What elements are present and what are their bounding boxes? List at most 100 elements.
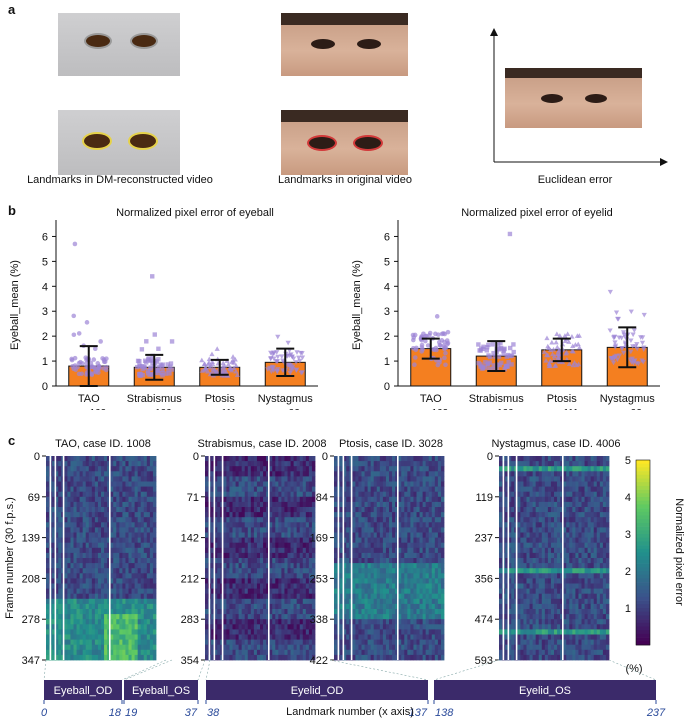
heatmap-cell — [235, 481, 240, 487]
y-tick-label: 6 — [384, 231, 390, 243]
heatmap-cell — [361, 614, 365, 620]
heatmap-cell — [140, 568, 145, 574]
heatmap-cell — [119, 644, 123, 651]
heatmap-cell — [290, 629, 295, 635]
heatmap-cell — [244, 466, 249, 472]
heatmap-cell — [64, 644, 68, 651]
heatmap-cell — [260, 517, 264, 523]
heatmap-cell — [91, 573, 96, 579]
heatmap-cell — [217, 496, 221, 503]
heatmap-cell — [253, 639, 258, 646]
heatmap-cell — [238, 496, 243, 503]
heatmap-cell — [379, 573, 384, 579]
heatmap-cell — [392, 512, 396, 518]
heatmap-cell — [64, 527, 68, 533]
heatmap-cell — [367, 471, 372, 477]
heatmap-cell — [302, 486, 307, 493]
data-point — [506, 360, 511, 365]
heatmap-cell — [398, 517, 402, 523]
heatmap-cell — [340, 563, 344, 569]
heatmap-cell — [263, 537, 267, 544]
heatmap-cell — [269, 629, 273, 635]
heatmap-cell — [82, 609, 87, 615]
heatmap-cell — [253, 583, 258, 589]
heatmap-cell — [385, 501, 390, 508]
heatmap-cell — [73, 603, 77, 610]
heatmap-cell — [149, 588, 154, 595]
heatmap-cell — [94, 481, 99, 487]
heatmap-cell — [238, 466, 243, 472]
heatmap-cell — [355, 496, 359, 503]
heatmap-cell — [226, 654, 230, 661]
heatmap-cell — [64, 603, 68, 610]
heatmap-cell — [358, 491, 362, 498]
heatmap-cell — [64, 654, 68, 661]
data-point — [572, 342, 579, 347]
heatmap-cell — [305, 471, 310, 477]
heatmap-cell — [296, 476, 301, 482]
heatmap-cell — [217, 527, 221, 533]
heatmap-cell — [137, 603, 142, 610]
heatmap-cell — [434, 624, 439, 630]
heatmap-cell — [82, 573, 87, 579]
heatmap-cell — [229, 507, 233, 513]
heatmap-cell — [302, 476, 307, 482]
heatmap-cell — [272, 486, 276, 493]
heatmap-cell — [116, 507, 120, 513]
heatmap-cell — [119, 471, 123, 477]
heatmap-cell — [370, 542, 375, 549]
heatmap-cell — [250, 456, 255, 462]
heatmap-cell — [247, 507, 252, 513]
heatmap-cell — [140, 573, 145, 579]
heatmap-cell — [110, 654, 114, 661]
heatmap-cell — [440, 619, 445, 625]
heatmap-cell — [376, 603, 381, 610]
heatmap-cell — [244, 598, 249, 605]
heatmap-cell — [97, 466, 102, 472]
heatmap-cell — [217, 522, 221, 528]
heatmap-cell — [440, 491, 445, 498]
heatmap-cell — [76, 527, 81, 533]
heatmap-cell — [238, 512, 243, 518]
heatmap-cell — [55, 471, 59, 477]
heatmap-cell — [434, 552, 439, 559]
heatmap-cell — [272, 476, 276, 482]
heatmap-cell — [110, 496, 114, 503]
heatmap-cell — [104, 654, 108, 661]
heatmap-cell — [146, 654, 151, 661]
heatmap-cell — [376, 619, 381, 625]
heatmap-cell — [401, 588, 405, 595]
heatmap-cell — [305, 593, 310, 600]
heatmap-cell — [88, 496, 93, 503]
heatmap-cell — [395, 614, 399, 620]
heatmap-cell — [355, 466, 359, 472]
heatmap-cell — [398, 568, 402, 574]
data-point — [507, 231, 513, 237]
heatmap-cell — [46, 547, 50, 554]
heatmap-cell — [419, 481, 424, 487]
heatmap-cell — [434, 629, 439, 635]
heatmap-cell — [305, 466, 310, 472]
heatmap-cell — [367, 456, 372, 462]
heatmap-cell — [305, 634, 310, 640]
heatmap-cell — [149, 573, 154, 579]
heatmap-cell — [302, 639, 307, 646]
heatmap-cell — [235, 573, 240, 579]
heatmap-cell — [131, 649, 136, 656]
heatmap-cell — [205, 517, 209, 523]
heatmap-cell — [76, 593, 81, 600]
heatmap-cell — [355, 527, 359, 533]
heatmap-cell — [260, 481, 264, 487]
heatmap-cell — [235, 614, 240, 620]
heatmap-cell — [125, 588, 129, 595]
heatmap-cell — [361, 507, 365, 513]
heatmap-cell — [278, 563, 282, 569]
heatmap-cell — [128, 517, 132, 523]
heatmap-cell — [143, 522, 148, 528]
heatmap-cell — [401, 471, 405, 477]
heatmap-cell — [131, 496, 136, 503]
heatmap-cell — [244, 547, 249, 554]
heatmap-cell — [214, 481, 218, 487]
heatmap-cell — [260, 609, 264, 615]
heatmap-cell — [296, 619, 301, 625]
